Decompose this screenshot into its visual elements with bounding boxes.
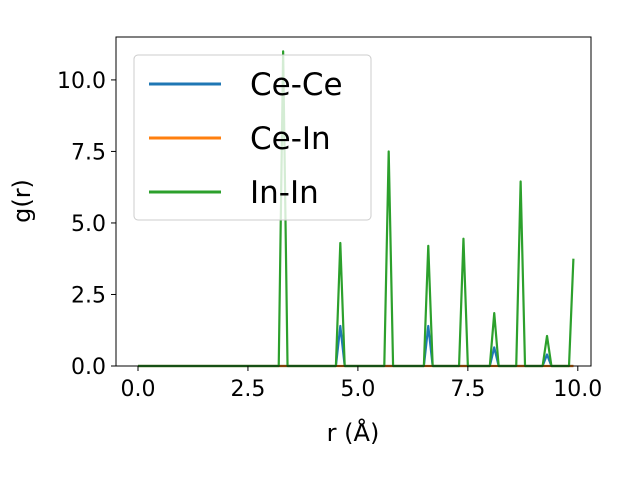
- x-tick-label: 0.0: [120, 377, 155, 402]
- y-tick-label: 10.0: [57, 69, 106, 94]
- legend-entries: Ce-Ce Ce-In In-In: [149, 67, 343, 211]
- legend-box: [133, 54, 372, 221]
- x-tick-label: 10.0: [553, 377, 602, 402]
- legend-label-ce-ce: Ce-Ce: [250, 67, 343, 103]
- x-tick-label: 7.5: [450, 377, 485, 402]
- x-tick-label: 5.0: [340, 377, 375, 402]
- y-tick-label: 7.5: [71, 140, 106, 165]
- legend-label-in-in: In-In: [250, 175, 319, 211]
- axes-frame: [115, 36, 592, 367]
- legend-label-ce-in: Ce-In: [250, 121, 331, 157]
- y-tick-label: 2.5: [71, 283, 106, 308]
- y-tick-label: 0.0: [71, 355, 106, 380]
- x-axis: 0.0 2.5 5.0 7.5 10.0: [120, 366, 602, 402]
- y-axis: 0.0 2.5 5.0 7.5 10.0: [57, 69, 116, 380]
- legend: Ce-Ce Ce-In In-In: [133, 54, 372, 221]
- y-tick-label: 5.0: [71, 212, 106, 237]
- x-tick-label: 2.5: [230, 377, 265, 402]
- x-axis-label: r (Å): [327, 418, 380, 447]
- y-axis-label: g(r): [8, 179, 36, 223]
